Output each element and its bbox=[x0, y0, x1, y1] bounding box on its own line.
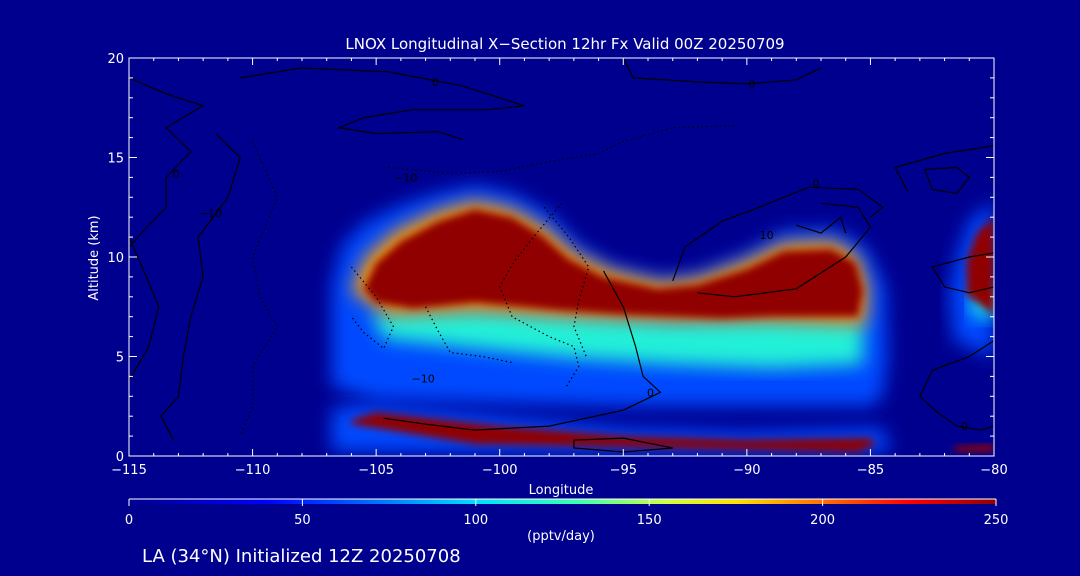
colorbar-unit-label: (pptv/day) bbox=[527, 529, 595, 544]
x-tick-label-7: −80 bbox=[980, 463, 1007, 478]
contour-label-6: 10 bbox=[760, 229, 774, 242]
contour-label-4: −10 bbox=[394, 171, 417, 184]
dotted-contour-2 bbox=[350, 266, 395, 350]
solid-contour-3 bbox=[129, 236, 160, 381]
y-tick-label-2: 10 bbox=[107, 251, 124, 266]
contour-label-8: 0 bbox=[647, 386, 654, 399]
x-tick-label-0: −115 bbox=[111, 463, 147, 478]
solid-contour-1 bbox=[240, 67, 525, 141]
x-tick-label-2: −105 bbox=[358, 463, 394, 478]
x-tick-label-1: −110 bbox=[235, 463, 271, 478]
solid-contour-7 bbox=[796, 216, 847, 234]
solid-contour-5 bbox=[383, 270, 662, 431]
dotted-contour-5 bbox=[543, 206, 590, 357]
lnox-region-8 bbox=[966, 217, 994, 315]
x-tick-label-5: −90 bbox=[733, 463, 760, 478]
lnox-region-9 bbox=[954, 444, 994, 452]
contour-label-layer: 0 0 0 −10 −10 0 10 −10 0 0 bbox=[172, 76, 967, 433]
colorbar-tick-label-2: 100 bbox=[463, 513, 488, 528]
x-axis-ticks: −115 −110 −105 −100 −95 −90 −85 −80 bbox=[111, 58, 1008, 478]
solid-contour-9 bbox=[894, 145, 994, 192]
lnox-fill-layer bbox=[331, 185, 994, 452]
contour-layer bbox=[129, 58, 994, 453]
solid-contour-0 bbox=[129, 77, 205, 248]
solid-contour-8 bbox=[697, 202, 872, 298]
colorbar-tick-label-0: 0 bbox=[125, 513, 133, 528]
chart-title: LNOX Longitudinal X−Section 12hr Fx Vali… bbox=[345, 35, 784, 53]
colorbar-tick-label-5: 250 bbox=[984, 513, 1009, 528]
x-axis-label: Longitude bbox=[529, 483, 594, 498]
solid-contour-11 bbox=[931, 252, 994, 294]
x-tick-label-4: −95 bbox=[610, 463, 637, 478]
x-tick-label-6: −85 bbox=[857, 463, 884, 478]
colorbar-tick-label-3: 150 bbox=[637, 513, 662, 528]
solid-contour-10 bbox=[923, 166, 971, 194]
colorbar-ticks: 0 50 100 150 200 250 bbox=[125, 499, 1009, 528]
solid-contour-13 bbox=[573, 437, 673, 453]
contour-label-5: 0 bbox=[813, 177, 820, 190]
solid-contour-2 bbox=[160, 133, 241, 441]
footer-caption: LA (34°N) Initialized 12Z 20250708 bbox=[142, 546, 461, 567]
colorbar-tick-label-4: 200 bbox=[810, 513, 835, 528]
lnox-region-1 bbox=[371, 308, 863, 369]
contour-label-1: 0 bbox=[748, 78, 755, 91]
contour-label-0: 0 bbox=[432, 76, 439, 89]
contour-label-2: 0 bbox=[172, 167, 179, 180]
y-axis-label: Altitude (km) bbox=[87, 215, 102, 300]
solid-contour-6 bbox=[672, 186, 884, 282]
dotted-contour-4 bbox=[499, 202, 580, 387]
y-tick-label-0: 0 bbox=[116, 450, 124, 465]
solid-contour-4 bbox=[622, 58, 822, 85]
lnox-region-3 bbox=[363, 209, 863, 319]
y-axis-ticks: 0 5 10 15 20 bbox=[107, 52, 994, 465]
contour-label-9: 0 bbox=[961, 420, 968, 433]
x-tick-label-3: −100 bbox=[482, 463, 518, 478]
y-tick-label-4: 20 bbox=[107, 52, 124, 67]
colorbar bbox=[129, 499, 996, 504]
contour-label-7: −10 bbox=[411, 372, 434, 385]
y-tick-label-1: 5 bbox=[116, 351, 124, 366]
y-tick-label-3: 15 bbox=[107, 152, 124, 167]
lnox-region-5 bbox=[351, 412, 876, 452]
contour-label-3: −10 bbox=[199, 207, 222, 220]
solid-contour-12 bbox=[919, 340, 994, 431]
colorbar-tick-label-1: 50 bbox=[294, 513, 311, 528]
